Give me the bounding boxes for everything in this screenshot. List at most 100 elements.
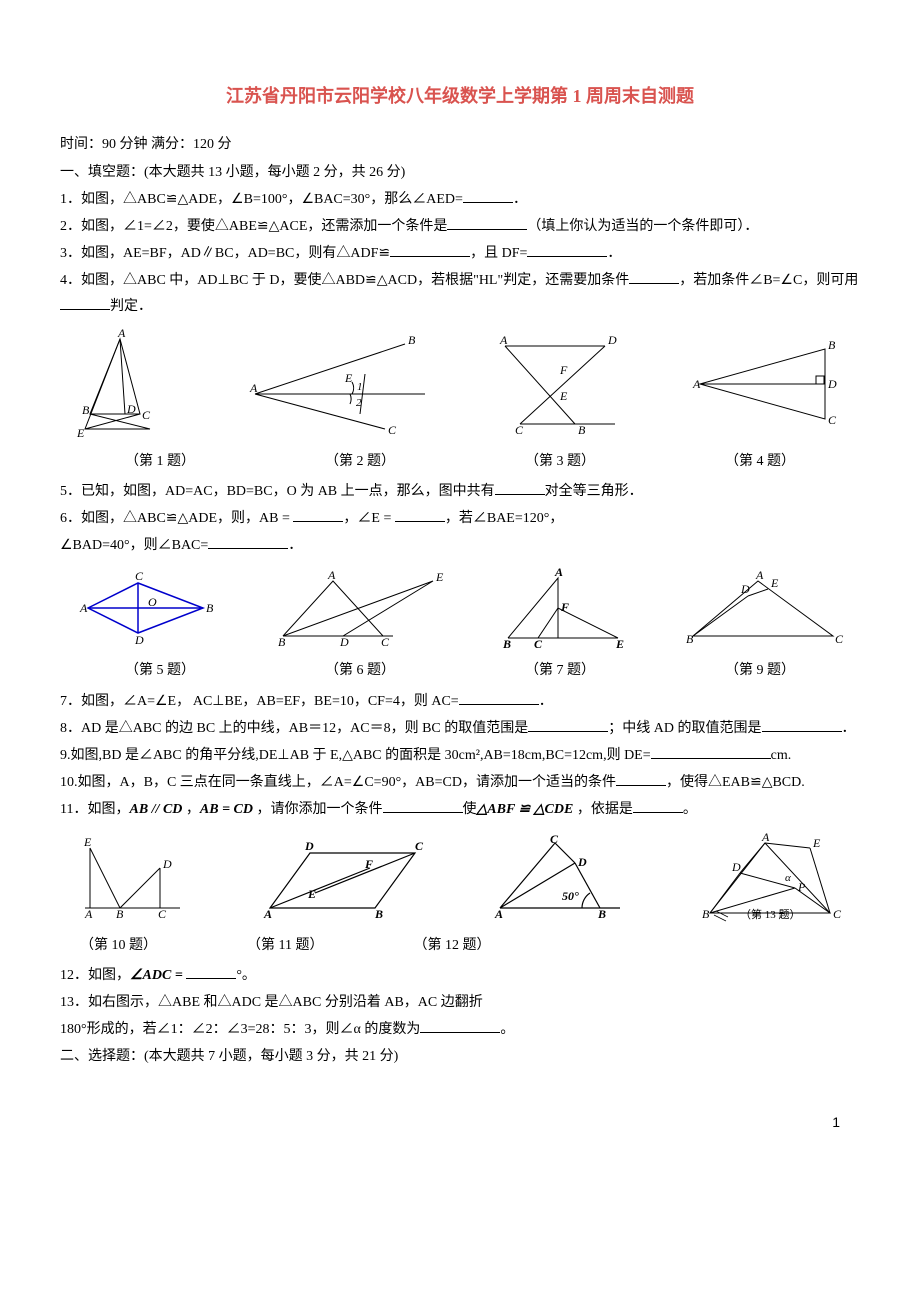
q13-end: 。 [500, 1022, 514, 1037]
q11-cond: ， [182, 802, 200, 817]
svg-text:D: D [339, 635, 349, 649]
svg-text:E: E [76, 426, 85, 440]
svg-text:B: B [374, 907, 383, 921]
svg-text:C: C [835, 632, 844, 646]
svg-text:E: E [812, 836, 821, 850]
q11-end: 。 [683, 802, 697, 817]
svg-text:A: A [79, 601, 88, 615]
q5-end: 对全等三角形． [545, 484, 643, 499]
q10: 10.如图，A，B，C 三点在同一条直线上，∠A=∠C=90°，AB=CD，请添… [60, 770, 860, 795]
svg-text:C: C [388, 423, 397, 437]
fig-label: （第 12 题） [413, 933, 490, 958]
blank [293, 521, 343, 522]
section2-header: 二、选择题：(本大题共 7 小题，每小题 3 分，共 21 分) [60, 1044, 860, 1069]
svg-text:B: B [578, 423, 586, 437]
fig-4: A B C D [690, 334, 840, 434]
fig-2: A B C E 1 2 [250, 334, 430, 434]
svg-text:F: F [559, 363, 568, 377]
fig-9: A B C D E [683, 571, 843, 646]
svg-text:A: A [327, 568, 336, 582]
q8: 8．AD 是△ABC 的边 BC 上的中线，AB＝12，AC＝8，则 BC 的取… [60, 716, 860, 741]
q6-b: ，∠E = [343, 511, 394, 526]
svg-text:C: C [534, 637, 543, 651]
q6-a: 6．如图，△ABC≌△ADE，则，AB = [60, 511, 293, 526]
blank [762, 731, 842, 732]
fig-label: （第 2 题） [325, 449, 395, 474]
svg-text:B: B [686, 632, 694, 646]
fig-11: A B C D E F [250, 838, 430, 918]
svg-text:D: D [827, 377, 837, 391]
fig-label: （第 7 题） [525, 658, 595, 683]
svg-text:A: A [494, 907, 503, 921]
svg-text:F: F [560, 600, 569, 614]
svg-text:E: E [307, 887, 316, 901]
section1-header: 一、填空题：(本大题共 13 小题，每小题 2 分，共 26 分) [60, 160, 860, 185]
fig-label: （第 6 题） [325, 658, 395, 683]
svg-text:D: D [740, 582, 750, 596]
svg-text:D: D [607, 333, 617, 347]
svg-text:D: D [162, 857, 172, 871]
q13-cont: 180°形成的，若∠1：∠2：∠3=28：5：3，则∠α 的度数为。 [60, 1017, 860, 1042]
blank [459, 704, 539, 705]
blank [616, 785, 666, 786]
blank [390, 256, 470, 257]
q1-end: ． [513, 192, 527, 207]
svg-text:C: C [142, 408, 151, 422]
fig-12: A B C D 50° [490, 838, 630, 918]
svg-text:A: A [499, 333, 508, 347]
fig-10: E A B C D [80, 838, 190, 918]
q4-end: 判定． [110, 299, 152, 314]
fig-labels-1: （第 1 题） （第 2 题） （第 3 题） （第 4 题） [60, 449, 860, 474]
fig-7: A B C E F [498, 568, 628, 648]
fig-label: （第 11 题） [247, 933, 323, 958]
svg-text:B: B [206, 601, 214, 615]
blank [208, 548, 288, 549]
blank [527, 256, 607, 257]
q8-end: ． [842, 721, 856, 736]
q13-a: 13．如右图示，△ABE 和△ADC 是△ABC 分别沿着 AB，AC 边翻折 [60, 995, 483, 1010]
q7-a: 7．如图，∠A=∠E， AC⊥BE，AB=EF，BE=10，CF=4，则 AC= [60, 694, 459, 709]
q11: 11．如图，AB // CD ，AB = CD ，请你添加一个条件使△ABF ≌… [60, 797, 860, 822]
svg-text:A: A [761, 830, 770, 844]
q6-d: ∠BAD=40°，则∠BAC= [60, 538, 208, 553]
fig-6: A B C D E [273, 571, 443, 646]
svg-text:A: A [554, 565, 563, 579]
q3-end: ． [607, 246, 621, 261]
svg-text:B: B [278, 635, 286, 649]
blank [186, 978, 236, 979]
svg-text:α: α [785, 872, 791, 884]
svg-text:C: C [833, 907, 842, 921]
q13: 13．如右图示，△ABE 和△ADC 是△ABC 分别沿着 AB，AC 边翻折 [60, 990, 860, 1015]
svg-text:C: C [415, 839, 424, 853]
svg-text:A: A [84, 907, 93, 921]
svg-text:E: E [435, 570, 444, 584]
svg-text:A: A [249, 381, 258, 395]
q3-a: 3．如图，AE=BF，AD∥BC，AD=BC，则有△ADF≌ [60, 246, 390, 261]
q11-b: 使 [463, 802, 477, 817]
q4-a: 4．如图，△ABC 中，AD⊥BC 于 D，要使△ABD≌△ACD，若根据"HL… [60, 273, 629, 288]
q1: 1．如图，△ABC≌△ADE，∠B=100°，∠BAC=30°，那么∠AED=． [60, 187, 860, 212]
figures-row-3: E A B C D A B C D E F A B C D 50° [60, 833, 860, 923]
q6-c: ，若∠BAE=120°， [445, 511, 564, 526]
svg-text:D: D [134, 633, 144, 647]
q10-end: ，使得△EAB≌△BCD. [666, 775, 805, 790]
svg-text:B: B [828, 338, 836, 352]
svg-text:B: B [502, 637, 511, 651]
blank [60, 309, 110, 310]
svg-text:2: 2 [356, 397, 362, 409]
svg-text:A: A [755, 568, 764, 582]
fig-labels-2: （第 5 题） （第 6 题） （第 7 题） （第 9 题） [60, 658, 860, 683]
q2-end: （填上你认为适当的一个条件即可）． [527, 219, 758, 234]
q4: 4．如图，△ABC 中，AD⊥BC 于 D，要使△ABD≌△ACD，若根据"HL… [60, 268, 860, 318]
svg-text:D: D [304, 839, 314, 853]
q5-a: 5．已知，如图，AD=AC，BD=BC，O 为 AB 上一点，那么，图中共有 [60, 484, 495, 499]
svg-text:D: D [731, 860, 741, 874]
svg-text:E: E [559, 389, 568, 403]
page-number: 1 [60, 1110, 860, 1135]
q9-end: cm. [771, 748, 792, 763]
blank [447, 229, 527, 230]
svg-text:B: B [408, 333, 416, 347]
svg-text:50°: 50° [562, 889, 579, 903]
blank [629, 283, 679, 284]
fig-label: （第 1 题） [125, 449, 195, 474]
